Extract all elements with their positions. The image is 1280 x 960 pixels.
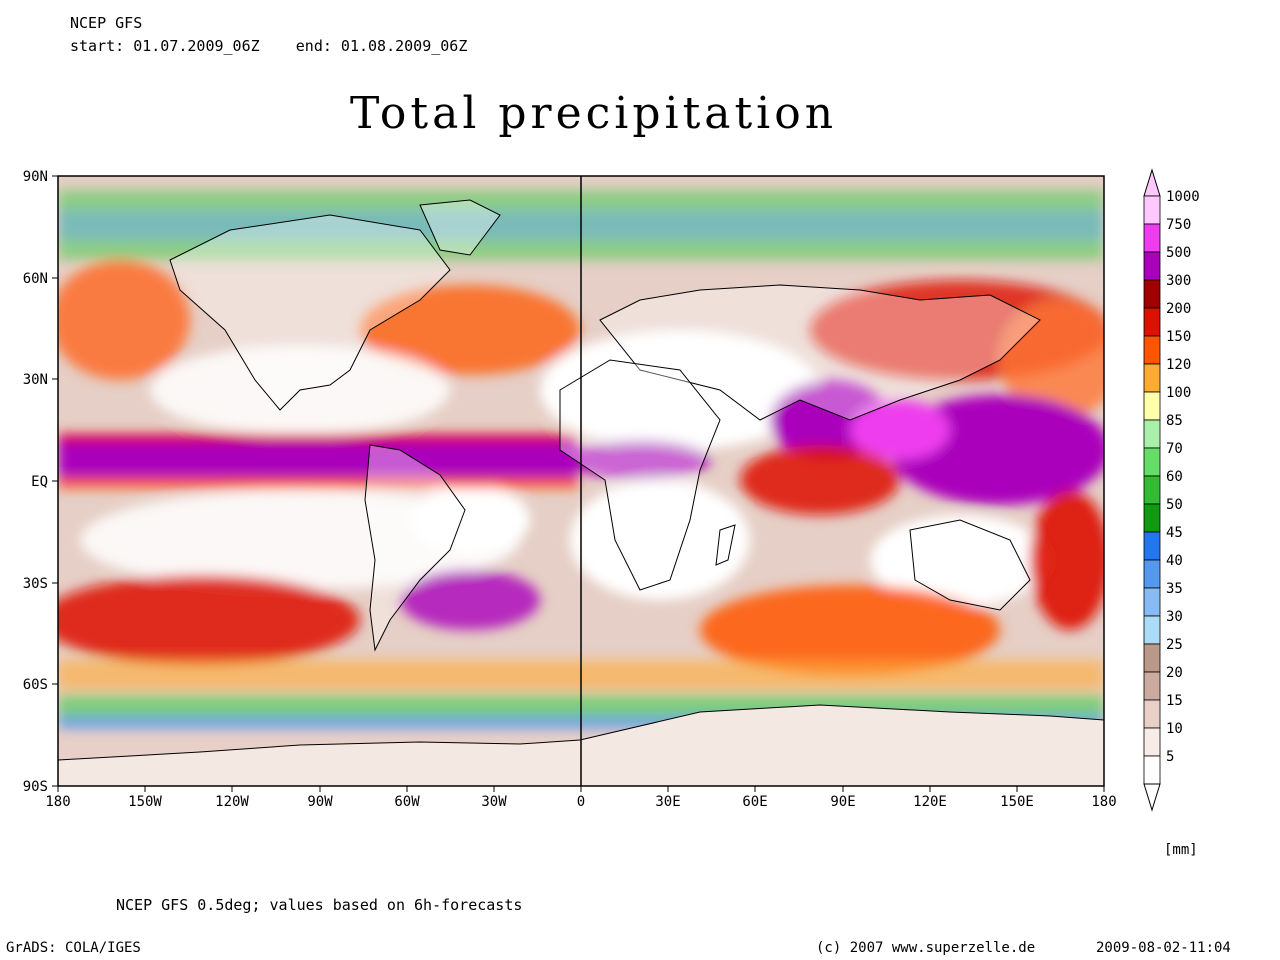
colorbar-label-1000: 1000 xyxy=(1166,189,1200,205)
lon-label-60w: 60W xyxy=(394,794,420,810)
colorbar-label-150: 150 xyxy=(1166,329,1191,345)
longitude-axis: 180 150W 120W 90W 60W 30W 0 30E 60E 90E … xyxy=(45,786,1117,810)
colorbar-label-20: 20 xyxy=(1166,665,1183,681)
lon-label-180e: 180 xyxy=(1091,794,1116,810)
lat-label-60s: 60S xyxy=(23,677,48,693)
colorbar-swatch-10 xyxy=(1143,727,1161,757)
copyright: (c) 2007 www.superzelle.de xyxy=(816,940,1036,956)
colorbar-unit: [mm] xyxy=(1164,842,1198,858)
lon-label-0: 0 xyxy=(577,794,585,810)
latitude-axis: 90N 60N 30N EQ 30S 60S 90S xyxy=(23,169,58,795)
lon-label-150e: 150E xyxy=(1000,794,1034,810)
colorbar-label-60: 60 xyxy=(1166,469,1183,485)
lat-label-30n: 30N xyxy=(23,372,48,388)
colorbar-swatch-20 xyxy=(1143,671,1161,701)
colorbar-label-200: 200 xyxy=(1166,301,1191,317)
colorbar-swatch-70 xyxy=(1143,447,1161,477)
colorbar-label-750: 750 xyxy=(1166,217,1191,233)
colorbar: 1000 750 500 300 200 150 120 100 85 70 60 50 45 40 35 3… xyxy=(1143,168,1200,812)
colorbar-label-500: 500 xyxy=(1166,245,1191,261)
colorbar-label-70: 70 xyxy=(1166,441,1183,457)
lon-label-60e: 60E xyxy=(742,794,767,810)
colorbar-swatch-40 xyxy=(1143,559,1161,589)
precipitation-field xyxy=(58,176,1104,786)
colorbar-label-45: 45 xyxy=(1166,525,1183,541)
colorbar-label-10: 10 xyxy=(1166,721,1183,737)
colorbar-swatch-60 xyxy=(1143,475,1161,505)
colorbar-label-100: 100 xyxy=(1166,385,1191,401)
colorbar-label-300: 300 xyxy=(1166,273,1191,289)
colorbar-swatch-85 xyxy=(1143,419,1161,449)
colorbar-swatch-300 xyxy=(1143,279,1161,309)
model-label: NCEP GFS xyxy=(70,14,143,32)
lon-label-150w: 150W xyxy=(128,794,162,810)
lon-label-120e: 120E xyxy=(913,794,947,810)
lon-label-90w: 90W xyxy=(307,794,333,810)
colorbar-swatch-25 xyxy=(1143,643,1161,673)
coastlines xyxy=(169,199,1041,652)
colorbar-label-5: 5 xyxy=(1166,749,1174,765)
colorbar-label-30: 30 xyxy=(1166,609,1183,625)
lat-label-eq: EQ xyxy=(31,474,48,490)
colorbar-swatch-45 xyxy=(1143,531,1161,561)
lon-label-180w: 180 xyxy=(45,794,70,810)
colorbar-swatch-100 xyxy=(1143,391,1161,421)
colorbar-swatch-50 xyxy=(1143,503,1161,533)
colorbar-swatch-30 xyxy=(1143,615,1161,645)
colorbar-label-85: 85 xyxy=(1166,413,1183,429)
lat-label-60n: 60N xyxy=(23,271,48,287)
colorbar-label-40: 40 xyxy=(1166,553,1183,569)
colorbar-label-15: 15 xyxy=(1166,693,1183,709)
colorbar-swatch-5 xyxy=(1143,755,1161,785)
lon-label-30w: 30W xyxy=(481,794,507,810)
timestamp: 2009-08-02-11:04 xyxy=(1096,940,1231,956)
colorbar-min-arrow xyxy=(1143,783,1161,812)
colorbar-max-arrow xyxy=(1143,168,1161,197)
lon-label-90e: 90E xyxy=(830,794,855,810)
colorbar-swatch-500 xyxy=(1143,251,1161,281)
model-note: NCEP GFS 0.5deg; values based on 6h-fore… xyxy=(116,896,523,914)
lat-label-30s: 30S xyxy=(23,576,48,592)
colorbar-label-25: 25 xyxy=(1166,637,1183,653)
lon-label-120w: 120W xyxy=(215,794,249,810)
lat-label-90s: 90S xyxy=(23,779,48,795)
lat-label-90n: 90N xyxy=(23,169,48,185)
colorbar-swatch-1000 xyxy=(1143,195,1161,225)
colorbar-label-35: 35 xyxy=(1166,581,1183,597)
colorbar-swatch-15 xyxy=(1143,699,1161,729)
lon-label-30e: 30E xyxy=(655,794,680,810)
colorbar-swatch-200 xyxy=(1143,307,1161,337)
colorbar-label-50: 50 xyxy=(1166,497,1183,513)
colorbar-label-120: 120 xyxy=(1166,357,1191,373)
software-credit: GrADS: COLA/IGES xyxy=(6,940,141,956)
colorbar-swatch-120 xyxy=(1143,363,1161,393)
colorbar-swatch-750 xyxy=(1143,223,1161,253)
map-title: Total precipitation xyxy=(350,88,838,139)
colorbar-swatch-35 xyxy=(1143,587,1161,617)
colorbar-swatch-150 xyxy=(1143,335,1161,365)
period-label: start: 01.07.2009_06Z end: 01.08.2009_06… xyxy=(70,37,468,55)
